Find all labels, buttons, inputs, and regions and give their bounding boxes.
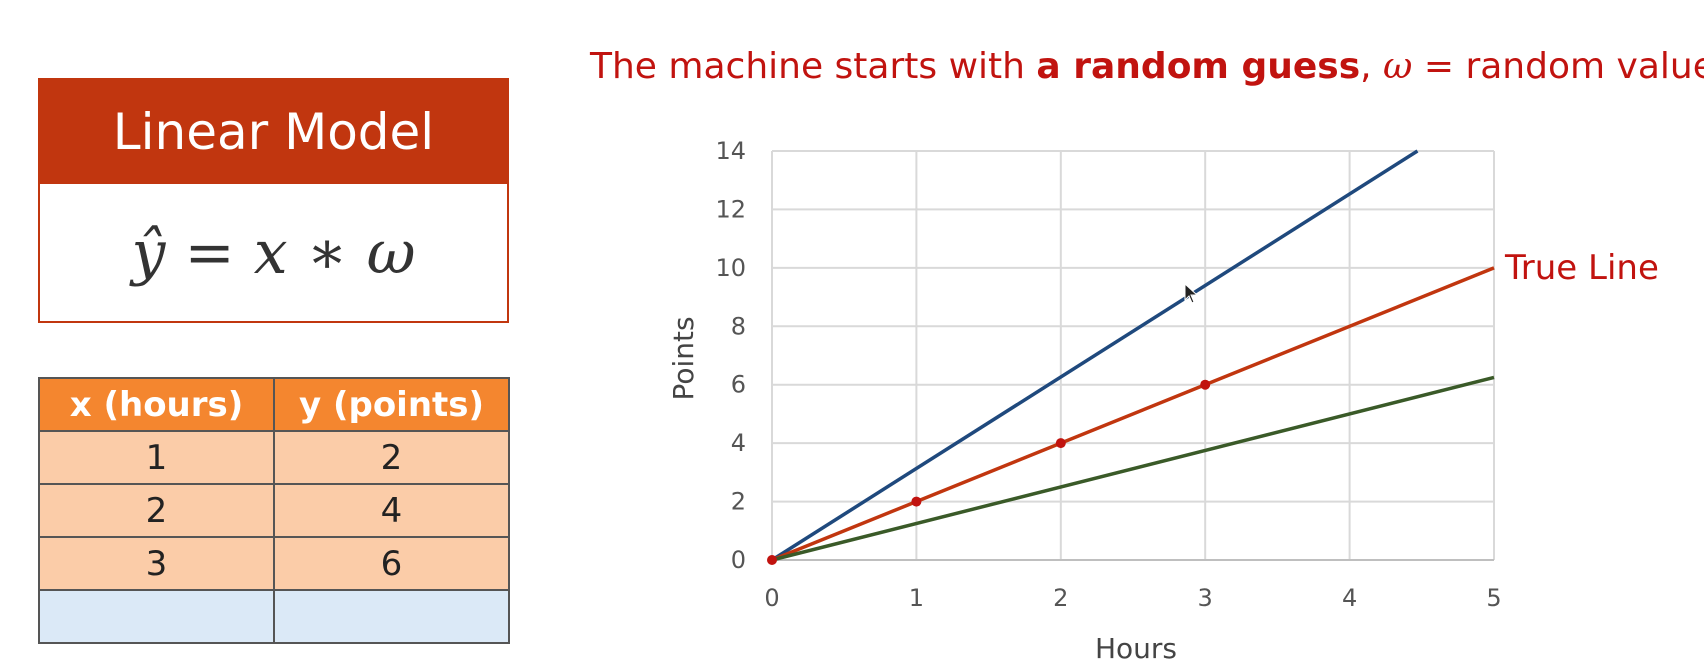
table-row: 2 4 <box>38 483 510 538</box>
table-cell: 4 <box>273 483 510 538</box>
y-axis-label: Points <box>667 316 700 400</box>
chart-title: The machine starts with a random guess, … <box>590 46 1704 87</box>
title-suffix: = random value <box>1412 46 1704 87</box>
data-point <box>911 496 922 507</box>
y-tick-label: 14 <box>715 137 746 165</box>
x-axis-label: Hours <box>1095 632 1177 665</box>
true-line-label: True Line <box>1504 248 1659 288</box>
table-header-row: x (hours) y (points) <box>38 377 510 432</box>
data-point <box>1200 379 1211 390</box>
y-tick-label: 0 <box>731 546 746 574</box>
linear-model-box: Linear Model ŷ = x ∗ ω <box>38 78 509 323</box>
x-tick-label: 2 <box>1053 584 1068 612</box>
data-point <box>767 555 777 565</box>
title-comma: , <box>1360 46 1384 87</box>
table-row: 1 2 <box>38 430 510 485</box>
model-formula: ŷ = x ∗ ω <box>131 217 416 288</box>
table-cell <box>273 589 510 644</box>
y-tick-label: 4 <box>731 429 746 457</box>
table-cell <box>38 589 275 644</box>
header-y: y (points) <box>273 377 510 432</box>
y-tick-label: 2 <box>731 488 746 516</box>
table-cell: 6 <box>273 536 510 591</box>
x-tick-label: 5 <box>1486 584 1501 612</box>
y-tick-label: 10 <box>715 254 746 282</box>
table-cell: 2 <box>273 430 510 485</box>
y-tick-label: 6 <box>731 371 746 399</box>
table-cell: 2 <box>38 483 275 538</box>
data-table: x (hours) y (points) 1 2 2 4 3 6 <box>38 377 510 644</box>
title-bold: a random guess <box>1036 46 1361 87</box>
table-cell: 1 <box>38 430 275 485</box>
series-line <box>771 149 1419 562</box>
mouse-cursor-icon <box>1184 282 1199 304</box>
x-tick-label: 4 <box>1342 584 1357 612</box>
y-tick-label: 8 <box>731 312 746 340</box>
x-tick-label: 1 <box>909 584 924 612</box>
title-omega: ω <box>1383 46 1413 87</box>
x-tick-label: 0 <box>764 584 779 612</box>
y-tick-label: 12 <box>715 195 746 223</box>
data-point <box>1055 438 1066 449</box>
header-x: x (hours) <box>38 377 275 432</box>
model-title: Linear Model <box>40 80 507 184</box>
x-tick-label: 3 <box>1198 584 1213 612</box>
title-prefix: The machine starts with <box>590 46 1037 87</box>
series-line <box>771 375 1495 562</box>
table-row-empty <box>38 589 510 644</box>
table-row: 3 6 <box>38 536 510 591</box>
series-line <box>771 266 1495 562</box>
table-cell: 3 <box>38 536 275 591</box>
